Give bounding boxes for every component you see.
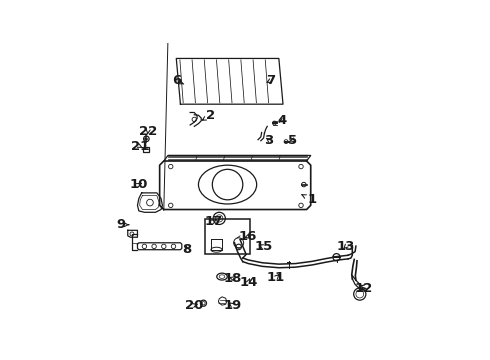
Text: 19: 19 — [223, 299, 242, 312]
Text: 21: 21 — [130, 140, 149, 153]
Text: 3: 3 — [265, 134, 274, 147]
Text: 16: 16 — [238, 230, 257, 243]
Text: 18: 18 — [223, 272, 242, 285]
Text: 5: 5 — [288, 134, 297, 147]
Text: 11: 11 — [267, 271, 285, 284]
Text: 8: 8 — [183, 243, 192, 256]
Text: 17: 17 — [205, 215, 223, 228]
Text: 20: 20 — [185, 299, 203, 312]
Text: 1: 1 — [302, 193, 317, 206]
Text: 22: 22 — [139, 125, 157, 138]
Text: 2: 2 — [202, 109, 216, 122]
Text: 7: 7 — [266, 74, 275, 87]
Text: 13: 13 — [336, 240, 355, 253]
Text: 14: 14 — [239, 276, 258, 289]
Bar — [143, 147, 149, 152]
Bar — [205, 219, 250, 254]
Text: 10: 10 — [130, 178, 148, 191]
Text: 4: 4 — [277, 114, 286, 127]
Text: 12: 12 — [354, 282, 372, 295]
Text: 9: 9 — [117, 218, 129, 231]
Text: 6: 6 — [172, 74, 184, 87]
Text: 15: 15 — [254, 240, 273, 253]
